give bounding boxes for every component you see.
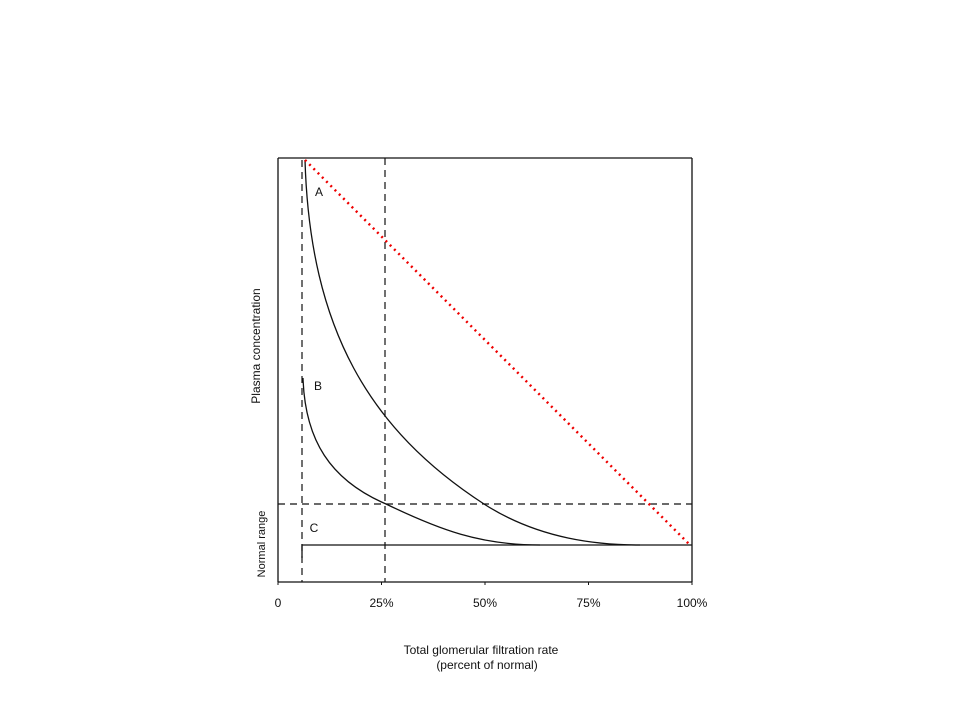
curve-c bbox=[301, 544, 692, 558]
x-tick-label: 100% bbox=[677, 596, 708, 610]
x-axis-subtitle: (percent of normal) bbox=[436, 658, 537, 672]
curve-b bbox=[302, 377, 541, 546]
red-dotted-line bbox=[304, 159, 691, 546]
curve-label: B bbox=[314, 379, 322, 393]
curve-a bbox=[304, 159, 641, 546]
x-tick-label: 75% bbox=[576, 596, 600, 610]
x-tick-label: 50% bbox=[473, 596, 497, 610]
x-tick-label: 25% bbox=[369, 596, 393, 610]
x-tick-label: 0 bbox=[275, 596, 282, 610]
curve-label: C bbox=[310, 521, 319, 535]
y-axis-label: Plasma concentration bbox=[249, 288, 263, 403]
x-axis-title: Total glomerular filtration rate bbox=[404, 643, 559, 657]
normal-range-label: Normal range bbox=[256, 511, 268, 578]
curve-label: A bbox=[315, 185, 323, 199]
